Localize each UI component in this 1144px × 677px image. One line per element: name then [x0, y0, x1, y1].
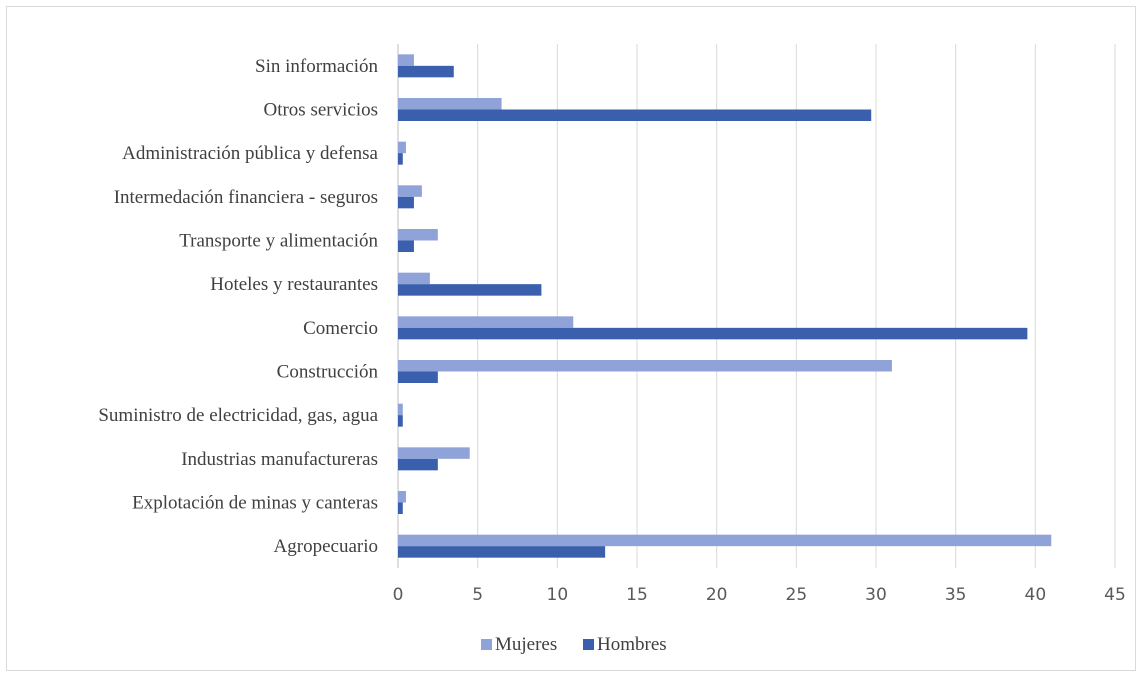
category-label: Hoteles y restaurantes [210, 274, 378, 295]
category-label: Intermedación financiera - seguros [114, 187, 378, 208]
bar-hombres [398, 415, 403, 427]
category-label: Explotación de minas y canteras [132, 493, 378, 514]
category-label: Otros servicios [263, 100, 378, 121]
bar-hombres [398, 65, 454, 78]
bar-hombres [398, 284, 542, 296]
x-tick-label: 0 [393, 585, 404, 605]
category-label: Administración pública y defensa [122, 143, 378, 164]
bar-mujeres [398, 98, 502, 110]
x-tick-label: 5 [472, 585, 483, 605]
x-tick-label: 40 [1025, 585, 1047, 605]
category-label: Industrias manufactureras [181, 449, 378, 470]
category-label: Sin información [255, 56, 378, 77]
bar-mujeres [398, 360, 892, 372]
x-tick-labels: 0 5 10 15 20 25 30 35 40 45 [393, 585, 1126, 605]
bar-mujeres [398, 229, 438, 241]
x-tick-label: 25 [786, 585, 808, 605]
bar-mujeres [398, 54, 414, 66]
legend-label-hombres: Hombres [597, 634, 667, 655]
x-tick-label: 30 [865, 585, 887, 605]
legend-label-mujeres: Mujeres [495, 634, 557, 655]
bar-mujeres [398, 316, 574, 328]
legend-swatch-mujeres [481, 639, 492, 650]
bar-mujeres [398, 272, 430, 285]
bar-mujeres [398, 447, 470, 459]
bar-mujeres [398, 534, 1052, 547]
bar-mujeres [398, 403, 403, 416]
category-label: Comercio [303, 318, 378, 339]
x-tick-label: 45 [1104, 585, 1126, 605]
bar-hombres [398, 458, 438, 471]
bar-hombres [398, 546, 606, 558]
category-label: Suministro de electricidad, gas, agua [98, 405, 378, 426]
category-labels: Agropecuario Explotación de minas y cante… [98, 56, 378, 557]
x-tick-label: 35 [945, 585, 967, 605]
bar-hombres [398, 327, 1028, 340]
bar-hombres [398, 240, 414, 252]
bar-hombres [398, 502, 403, 514]
category-label: Transporte y alimentación [179, 231, 378, 252]
legend: Mujeres Hombres [481, 634, 667, 655]
x-tick-label: 20 [706, 585, 728, 605]
gridlines [397, 44, 1116, 568]
x-tick-label: 10 [547, 585, 569, 605]
bar-hombres [398, 196, 414, 209]
bar-mujeres [398, 491, 406, 503]
category-label: Construcción [277, 362, 379, 383]
bars [398, 54, 1052, 558]
bar-hombres [398, 109, 872, 121]
bar-mujeres [398, 185, 422, 197]
bar-hombres [398, 153, 403, 165]
x-tick-label: 15 [626, 585, 648, 605]
legend-swatch-hombres [583, 639, 594, 650]
bar-mujeres [398, 141, 406, 154]
bar-hombres [398, 371, 438, 383]
category-label: Agropecuario [274, 536, 378, 557]
